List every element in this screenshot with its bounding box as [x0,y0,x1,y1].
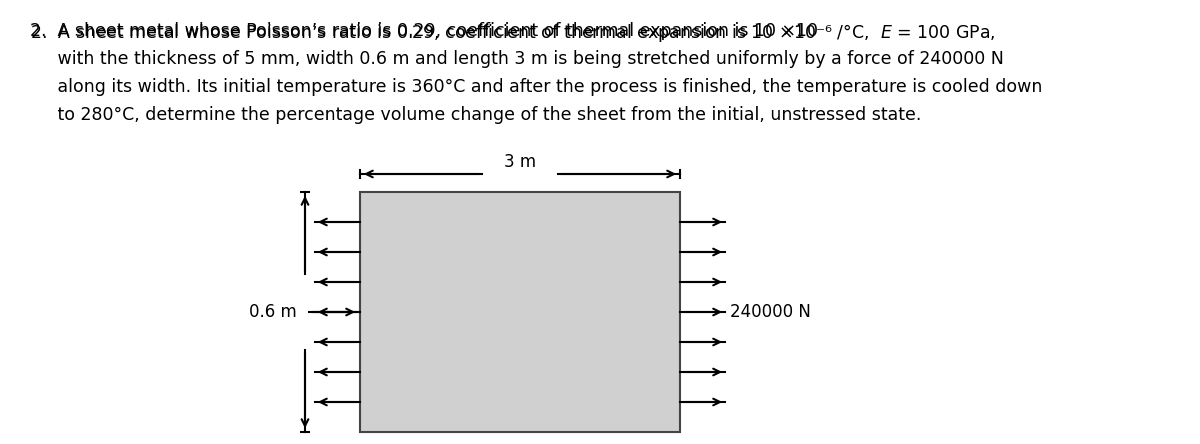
Bar [360,192,680,432]
Text: to 280°C, determine the percentage volume change of the sheet from the initial, : to 280°C, determine the percentage volum… [30,106,922,124]
Text: 3 m: 3 m [504,153,536,171]
Text: 240000 N: 240000 N [730,303,811,321]
Text: 2.  A sheet metal whose Poisson’s ratio is 0.29, coefficient of thermal expansio: 2. A sheet metal whose Poisson’s ratio i… [30,22,818,40]
Text: along its width. Its initial temperature is 360°C and after the process is finis: along its width. Its initial temperature… [30,78,1043,96]
Text: 2.  A sheet metal whose Poisson’s ratio is 0.29, coefficient of thermal expansio: 2. A sheet metal whose Poisson’s ratio i… [30,22,996,44]
Text: 0.6 m: 0.6 m [250,303,298,321]
Text: with the thickness of 5 mm, width 0.6 m and length 3 m is being stretched unifor: with the thickness of 5 mm, width 0.6 m … [30,50,1004,68]
